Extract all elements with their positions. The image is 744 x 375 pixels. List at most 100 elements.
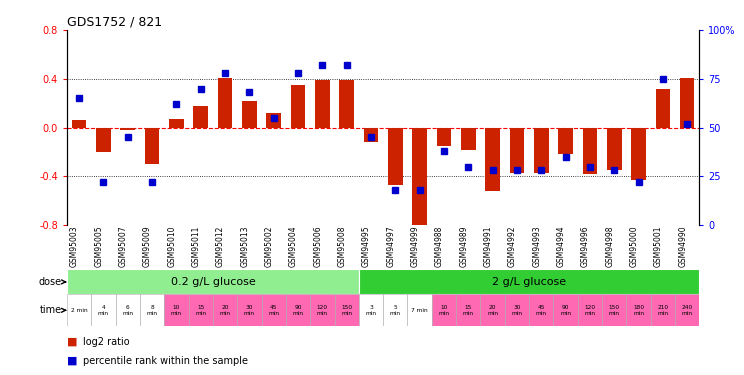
Bar	[485, 128, 500, 191]
Bar	[510, 128, 525, 173]
Bar	[675, 294, 699, 326]
Bar	[218, 78, 232, 128]
Text: 6
min: 6 min	[122, 305, 133, 316]
Text: GSM95007: GSM95007	[119, 225, 128, 267]
Bar	[534, 128, 548, 173]
Bar	[554, 294, 578, 326]
Bar	[286, 294, 310, 326]
Text: 45
min: 45 min	[536, 305, 547, 316]
Bar	[115, 294, 140, 326]
Text: GSM95000: GSM95000	[629, 225, 638, 267]
Text: GSM95009: GSM95009	[143, 225, 152, 267]
Bar	[92, 294, 115, 326]
Bar	[339, 80, 354, 128]
Bar	[602, 294, 626, 326]
Text: percentile rank within the sample: percentile rank within the sample	[83, 356, 248, 366]
Bar	[213, 294, 237, 326]
Text: 90
min: 90 min	[292, 305, 304, 316]
Text: 10
min: 10 min	[438, 305, 449, 316]
Text: GSM94998: GSM94998	[605, 225, 615, 267]
Text: 2 min: 2 min	[71, 308, 88, 313]
Bar	[408, 294, 432, 326]
Text: GSM94996: GSM94996	[581, 225, 590, 267]
Bar	[680, 78, 694, 128]
Bar	[626, 294, 651, 326]
Bar	[456, 294, 481, 326]
Text: GSM94994: GSM94994	[557, 225, 565, 267]
Text: 8
min: 8 min	[147, 305, 158, 316]
Text: GSM95011: GSM95011	[192, 225, 201, 267]
Text: 150
min: 150 min	[609, 305, 620, 316]
Text: GSM95006: GSM95006	[313, 225, 322, 267]
Text: GSM95012: GSM95012	[216, 225, 225, 267]
Bar	[383, 294, 408, 326]
Text: 15
min: 15 min	[195, 305, 206, 316]
Text: log2 ratio: log2 ratio	[83, 337, 130, 347]
Text: GDS1752 / 821: GDS1752 / 821	[67, 16, 162, 29]
Bar	[461, 128, 475, 150]
Text: GSM95010: GSM95010	[167, 225, 176, 267]
Text: GSM94988: GSM94988	[435, 225, 444, 267]
Text: 180
min: 180 min	[633, 305, 644, 316]
Bar	[310, 294, 335, 326]
Text: GSM94992: GSM94992	[508, 225, 517, 267]
Text: GSM94991: GSM94991	[484, 225, 493, 267]
Text: 90
min: 90 min	[560, 305, 571, 316]
Bar	[72, 120, 86, 128]
Text: ■: ■	[67, 356, 81, 366]
Text: GSM94993: GSM94993	[532, 225, 542, 267]
Bar	[140, 294, 164, 326]
Bar	[291, 85, 305, 128]
Bar	[193, 106, 208, 128]
Text: 4
min: 4 min	[98, 305, 109, 316]
Text: GSM94989: GSM94989	[459, 225, 468, 267]
Bar	[359, 294, 383, 326]
Text: 20
min: 20 min	[487, 305, 498, 316]
Bar	[578, 294, 602, 326]
Bar	[188, 294, 213, 326]
Bar	[437, 128, 452, 146]
Bar	[164, 294, 188, 326]
Text: GSM94999: GSM94999	[411, 225, 420, 267]
Text: GSM94995: GSM94995	[362, 225, 371, 267]
Bar	[655, 88, 670, 128]
Text: 45
min: 45 min	[268, 305, 279, 316]
Text: 150
min: 150 min	[341, 305, 352, 316]
Bar	[145, 128, 159, 164]
Bar	[529, 294, 554, 326]
Text: 5
min: 5 min	[390, 305, 401, 316]
Text: GSM95013: GSM95013	[240, 225, 249, 267]
Bar	[335, 294, 359, 326]
Bar	[121, 128, 135, 130]
Bar	[67, 270, 359, 294]
Bar	[412, 128, 427, 231]
Text: 7 min: 7 min	[411, 308, 428, 313]
Bar	[237, 294, 262, 326]
Text: 240
min: 240 min	[682, 305, 693, 316]
Bar	[607, 128, 621, 170]
Text: dose: dose	[39, 277, 65, 287]
Bar	[169, 119, 184, 128]
Text: 210
min: 210 min	[657, 305, 668, 316]
Bar	[315, 80, 330, 128]
Text: 20
min: 20 min	[219, 305, 231, 316]
Text: 2 g/L glucose: 2 g/L glucose	[492, 277, 566, 287]
Bar	[96, 128, 111, 152]
Text: 30
min: 30 min	[511, 305, 522, 316]
Bar	[651, 294, 675, 326]
Text: GSM95004: GSM95004	[289, 225, 298, 267]
Text: 0.2 g/L glucose: 0.2 g/L glucose	[170, 277, 255, 287]
Text: ■: ■	[67, 337, 81, 347]
Text: GSM95008: GSM95008	[338, 225, 347, 267]
Text: GSM95002: GSM95002	[265, 225, 274, 267]
Text: GSM94990: GSM94990	[679, 225, 687, 267]
Text: 30
min: 30 min	[244, 305, 255, 316]
Bar	[364, 128, 378, 142]
Bar	[432, 294, 456, 326]
Bar	[242, 101, 257, 128]
Bar	[67, 294, 92, 326]
Text: time: time	[39, 305, 65, 315]
Bar	[481, 294, 504, 326]
Text: 10
min: 10 min	[171, 305, 182, 316]
Bar	[388, 128, 403, 185]
